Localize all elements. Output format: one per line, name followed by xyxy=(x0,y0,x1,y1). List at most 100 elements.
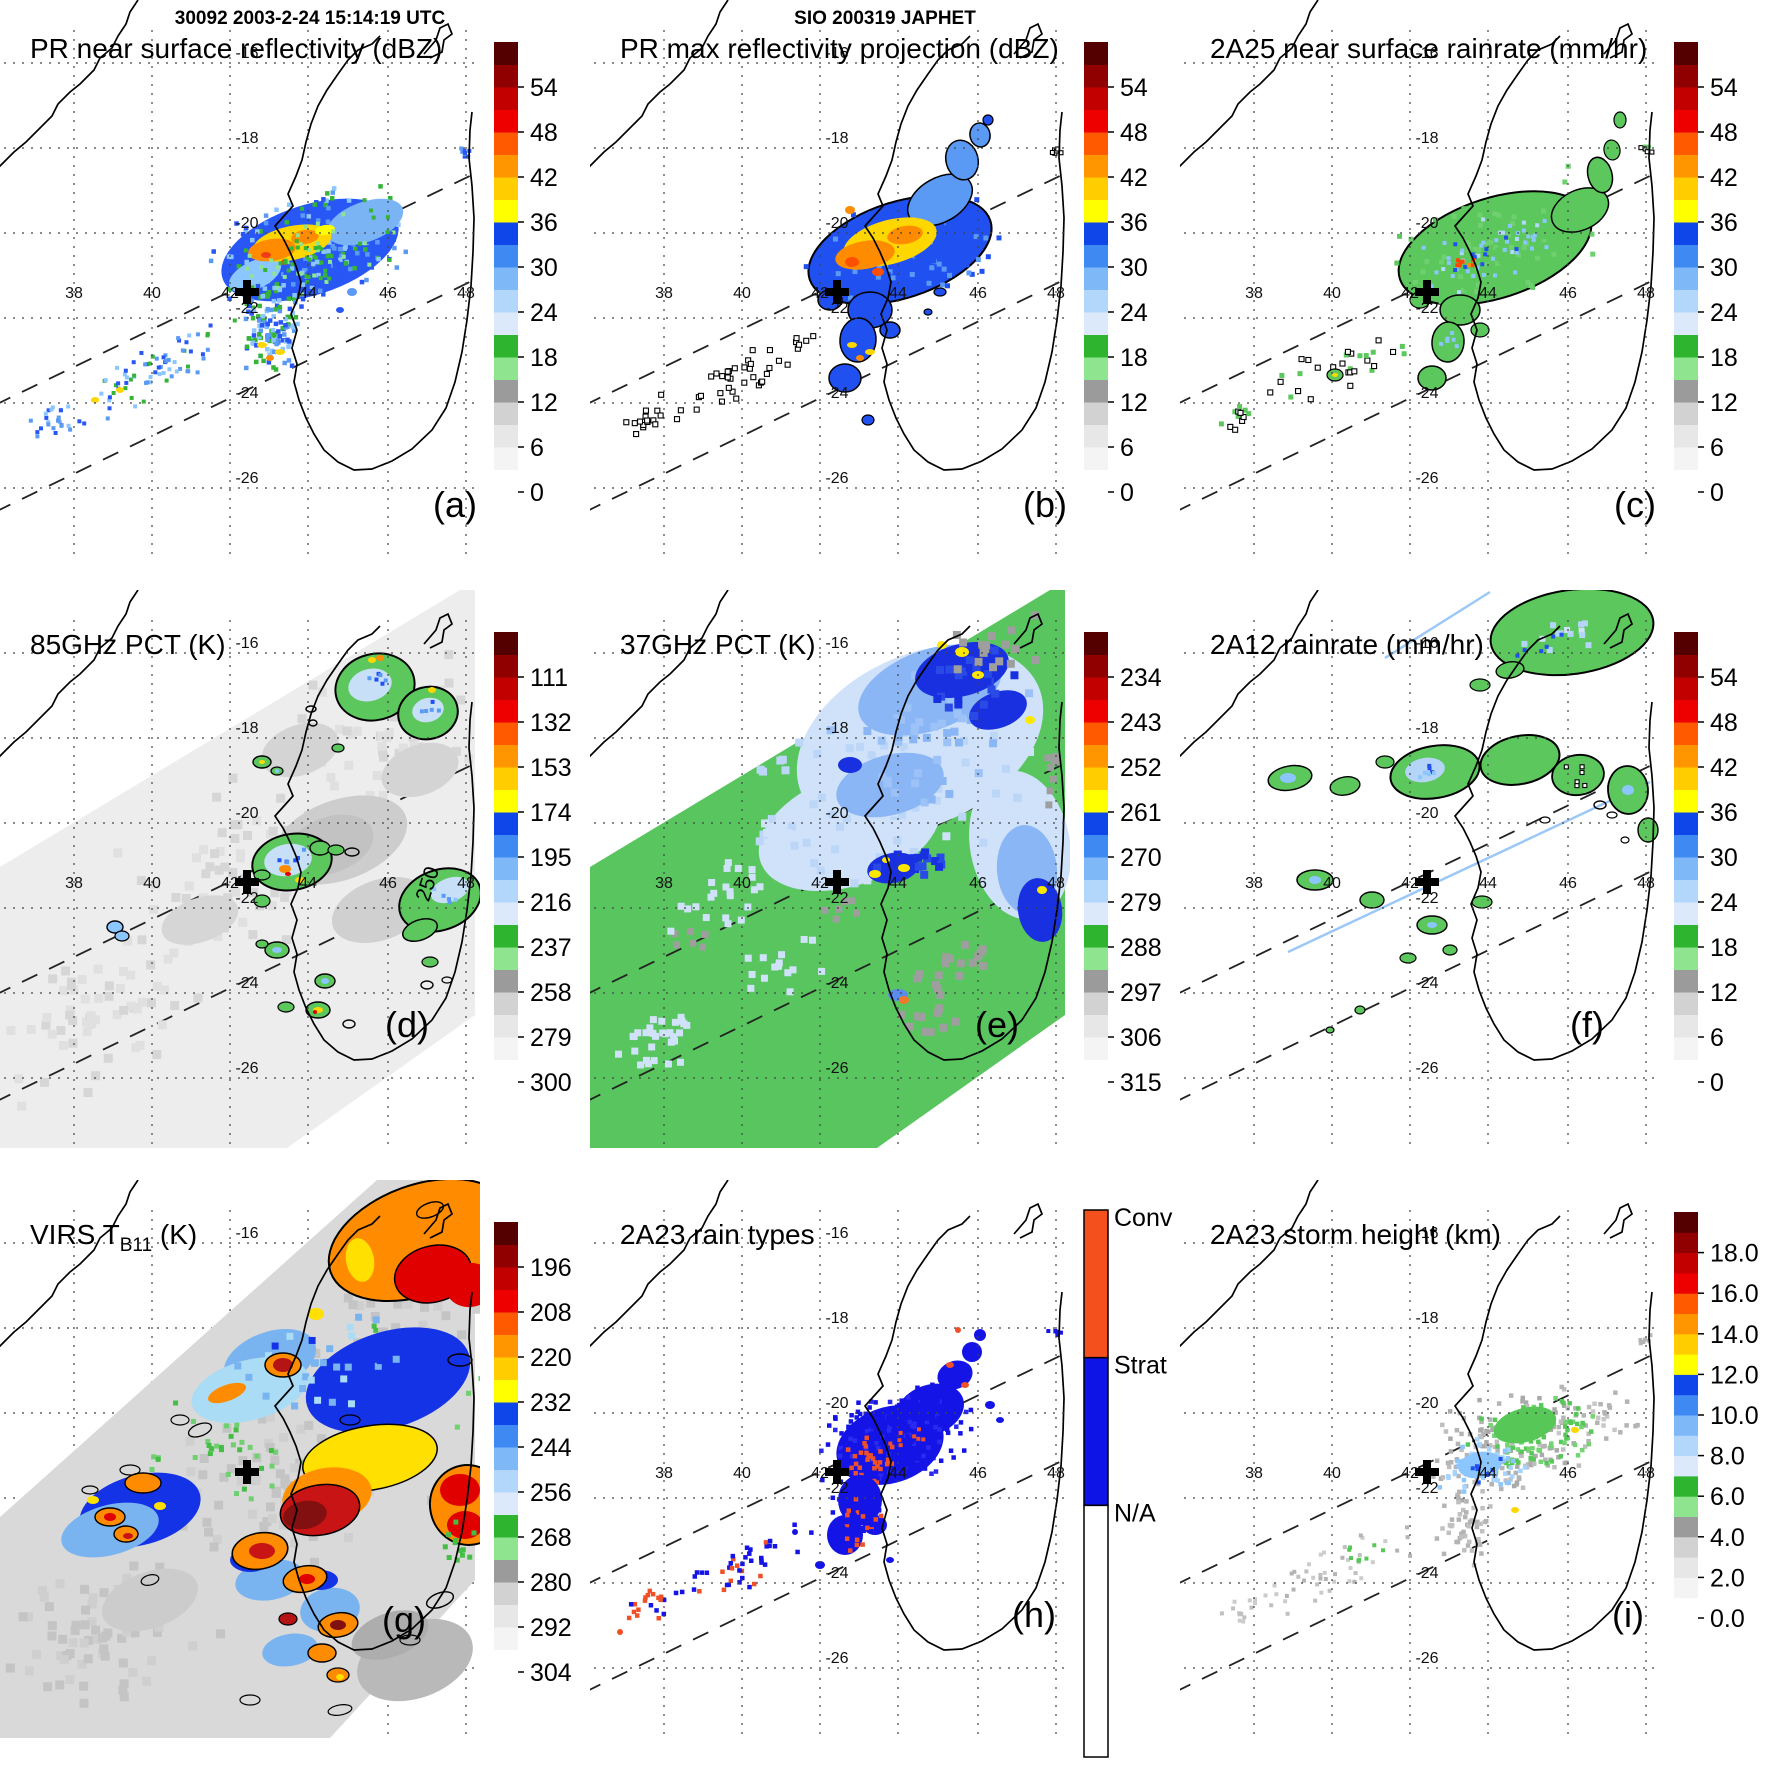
lon-label: 38 xyxy=(65,285,83,302)
panel-f-data-field xyxy=(1267,590,1659,1034)
panel-f-colorbar: 54 48 42 36 30 24 18 12 6 0 xyxy=(1674,632,1738,1097)
colorbar-tick-label: 12 xyxy=(530,389,558,417)
masoala-peninsula xyxy=(423,1202,454,1239)
colorbar-tick-label: 12 xyxy=(1120,389,1148,417)
madagascar-coastline xyxy=(273,625,475,1061)
panel-h-title: 2A23 rain types xyxy=(620,1219,815,1250)
panel-f: 38 40 42 44 46 48 -16 -18 -20 -22 -24 -26 (f) 2A12 ra… xyxy=(1180,590,1738,1146)
lon-label: 44 xyxy=(889,875,907,892)
panel-f-storm-center-marker xyxy=(1415,870,1439,894)
colorbar-tick-label: 18 xyxy=(1120,344,1148,372)
colorbar-tick-label: 18 xyxy=(530,344,558,372)
colorbar-tick-label: 48 xyxy=(530,119,558,147)
lon-label: 42 xyxy=(221,285,239,302)
lon-label: 38 xyxy=(655,875,673,892)
lat-label: -16 xyxy=(1415,45,1438,62)
africa-coastline xyxy=(1180,1180,1319,1348)
lat-label: -22 xyxy=(235,300,258,317)
panel-c-storm-center-marker xyxy=(1415,280,1439,304)
lat-label: -22 xyxy=(825,300,848,317)
panel-g-title: VIRS TB11 (K) xyxy=(30,1219,197,1256)
colorbar-tick-label: 0 xyxy=(530,479,544,507)
colorbar-tick-label: 279 xyxy=(1120,889,1162,917)
colorbar-tick-label: 30 xyxy=(1120,254,1148,282)
panel-b-coastlines xyxy=(590,0,1065,471)
colorbar-tick-label: 6 xyxy=(1710,1024,1724,1052)
colorbar-tick-label: 30 xyxy=(1710,254,1738,282)
colorbar-tick-label: 24 xyxy=(1120,299,1148,327)
lon-label: 44 xyxy=(889,285,907,302)
panel-h-grid xyxy=(594,1210,1066,1736)
panel-d-grid xyxy=(4,620,476,1146)
colorbar-tick-label: 4.0 xyxy=(1710,1524,1745,1552)
colorbar-tick-label: 6 xyxy=(1710,434,1724,462)
colorbar-category-label: N/A xyxy=(1114,1499,1156,1527)
lat-label: -24 xyxy=(1415,1565,1438,1582)
lat-label: -20 xyxy=(1415,805,1438,822)
lat-label: -20 xyxy=(235,215,258,232)
panel-a-grid xyxy=(4,30,476,556)
colorbar-tick-label: 292 xyxy=(530,1614,572,1642)
panel-e-geo-labels: 38 40 42 44 46 48 -16 -18 -20 -22 -24 -26 xyxy=(655,635,1065,1077)
masoala-peninsula xyxy=(423,612,454,649)
lat-label: -16 xyxy=(235,1225,258,1242)
lat-label: -26 xyxy=(1415,1060,1438,1077)
masoala-peninsula xyxy=(1013,1202,1044,1239)
colorbar-tick-label: 232 xyxy=(530,1389,572,1417)
header-orbit-timestamp: 30092 2003-2-24 15:14:19 UTC xyxy=(174,8,446,29)
panel-a-colorbar: 54 48 42 36 30 24 18 12 6 0 xyxy=(494,42,558,507)
colorbar-tick-label: 14.0 xyxy=(1710,1321,1759,1349)
lon-label: 42 xyxy=(1401,1465,1419,1482)
panel-h-storm-center-marker xyxy=(825,1460,849,1484)
colorbar-tick-label: 6 xyxy=(530,434,544,462)
panel-i-grid xyxy=(1184,1210,1656,1736)
panel-d-storm-center-marker xyxy=(235,870,259,894)
colorbar-tick-label: 30 xyxy=(530,254,558,282)
panel-c: 38 40 42 44 46 48 -16 -18 -20 -22 -24 -26 (c) 2A25 ne… xyxy=(1180,0,1738,556)
africa-coastline xyxy=(590,1180,729,1348)
colorbar-tick-label: 36 xyxy=(1120,209,1148,237)
lon-label: 48 xyxy=(457,875,475,892)
lon-label: 44 xyxy=(1479,285,1497,302)
colorbar-tick-label: 256 xyxy=(530,1479,572,1507)
lat-label: -26 xyxy=(825,470,848,487)
colorbar-category-label: Conv xyxy=(1114,1204,1173,1232)
colorbar-tick-label: 6 xyxy=(1120,434,1134,462)
masoala-peninsula xyxy=(1013,612,1044,649)
panel-b-colorbar: 54 48 42 36 30 24 18 12 6 0 xyxy=(1084,42,1148,507)
africa-coastline xyxy=(590,590,729,758)
africa-coastline xyxy=(0,590,139,758)
lat-label: -22 xyxy=(1415,890,1438,907)
lat-label: -24 xyxy=(825,975,848,992)
colorbar-tick-label: 196 xyxy=(530,1254,572,1282)
africa-coastline xyxy=(0,1180,139,1348)
colorbar-tick-label: 261 xyxy=(1120,799,1162,827)
colorbar-tick-label: 195 xyxy=(530,844,572,872)
colorbar-tick-label: 0 xyxy=(1120,479,1134,507)
lat-label: -26 xyxy=(235,1060,258,1077)
lon-label: 42 xyxy=(811,875,829,892)
lon-label: 46 xyxy=(1559,285,1577,302)
panel-h-geo-labels: 38 40 42 44 46 48 -16 -18 -20 -22 -24 -26 xyxy=(655,1225,1065,1667)
panel-a-data-field xyxy=(28,146,472,439)
lat-label: -20 xyxy=(235,805,258,822)
panel-d-geo-labels: 38 40 42 44 46 48 -16 -18 -20 -22 -24 -26 xyxy=(65,635,475,1077)
panel-a: 38 40 42 44 46 48 -16 -18 -20 -22 -24 -26 (a) PR near… xyxy=(0,0,558,556)
panel-f-grid xyxy=(1184,620,1656,1146)
lon-label: 40 xyxy=(733,1465,751,1482)
lon-label: 38 xyxy=(655,285,673,302)
lon-label: 48 xyxy=(1637,285,1655,302)
lat-label: -20 xyxy=(1415,215,1438,232)
lat-label: -26 xyxy=(825,1060,848,1077)
panel-h: 38 40 42 44 46 48 -16 -18 -20 -22 -24 -26 (h) 2A23 ra… xyxy=(590,1180,1173,1758)
lat-label: -16 xyxy=(235,45,258,62)
panel-b-letter: (b) xyxy=(1023,484,1067,525)
lat-label: -18 xyxy=(1415,1310,1438,1327)
lon-label: 46 xyxy=(969,1465,987,1482)
colorbar-tick-label: 24 xyxy=(1710,299,1738,327)
lat-label: -22 xyxy=(1415,300,1438,317)
lon-label: 48 xyxy=(1637,1465,1655,1482)
colorbar-tick-label: 297 xyxy=(1120,979,1162,1007)
